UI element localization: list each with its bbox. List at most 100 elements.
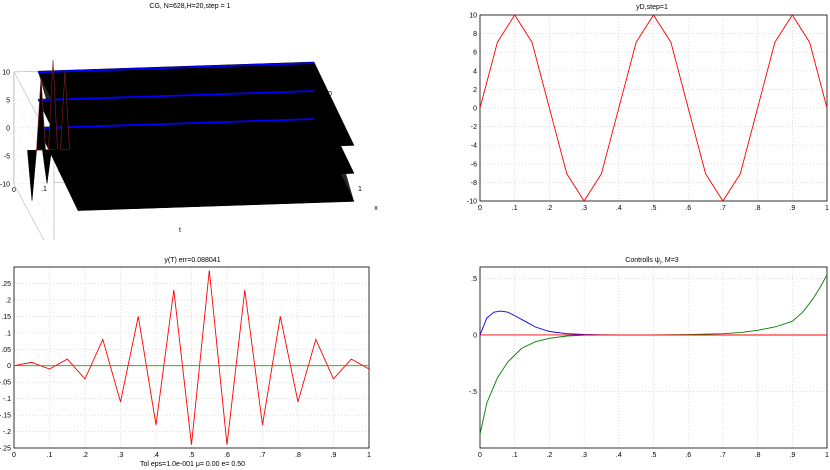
x-tick-label: .1: [47, 452, 53, 459]
yd-chart: 0 .1 .2 .3 .4 .5 .6 .7 .8 .9 1 -10 -8 -6 -4 -2 0 2 4 6 8 10: [467, 13, 829, 213]
x-tick-label: 1: [367, 452, 371, 459]
y-tick-label: 8: [473, 31, 477, 38]
x-tick-label: 1: [825, 452, 829, 459]
surface-spike: [54, 148, 64, 172]
controls-title: Controlls ψi, M=3: [477, 257, 827, 266]
x-tick-label: .4: [153, 452, 159, 459]
surface-body: [38, 62, 354, 211]
plot-frame: [479, 266, 828, 449]
t-tick-label: .2: [71, 185, 77, 192]
surface-spike: [27, 149, 37, 201]
y-tick-label: -10: [467, 199, 477, 206]
x-tick-label: 0: [12, 452, 16, 459]
y-tick-label: -2: [471, 124, 477, 131]
plot-frame: [13, 266, 370, 449]
surface-spike: [42, 149, 52, 184]
series-line: [479, 310, 827, 336]
y-tick-label: -8: [471, 180, 477, 187]
wall-grid: [13, 155, 55, 232]
x-tick-label: .5: [189, 452, 195, 459]
x-tick-label: 1: [358, 186, 362, 193]
x-tick-label: .2: [546, 205, 552, 212]
x-tick-label: .8: [755, 452, 761, 459]
controls-title-sub: i: [659, 260, 661, 267]
controls-title-psi: ψ: [654, 257, 660, 264]
x-tick-label: .2: [546, 452, 552, 459]
x-axis-label: x: [374, 205, 378, 212]
controls-title-tail: , M=3: [661, 257, 679, 264]
y-tick-label: -.2: [3, 429, 11, 436]
yt-chart: 0 .1 .2 .3 .4 .5 .6 .7 .8 .9 1 -.25 -.2 -.15 -.1 -.05 0.…: [0, 266, 371, 459]
surface-spike: [60, 70, 70, 150]
z-tick-label: 0: [6, 126, 10, 133]
x-tick-label: .7: [260, 452, 266, 459]
series-line: [479, 14, 828, 202]
y-tick-label: 10: [469, 13, 477, 20]
y-tick-label: 0: [473, 332, 477, 339]
t-axis-label: t: [179, 227, 181, 234]
yt-title: y(T) err=0.088041: [164, 257, 221, 264]
x-tick-label: .9: [331, 452, 337, 459]
y-tick-label: -.15: [0, 413, 11, 420]
x-tick-label: .3: [581, 452, 587, 459]
x-tick-label: 0: [478, 205, 482, 212]
t-tick-label: .5: [161, 182, 167, 189]
controls-chart: 0 .1 .2 .3 .4 .5 .6 .7 .8 .9 1 -.5 0 .5: [469, 266, 829, 459]
y-tick-label: .5: [471, 276, 477, 283]
x-tick-label: 0: [478, 452, 482, 459]
x-tick-label: 1: [825, 205, 829, 212]
x-tick-label: .5: [651, 452, 657, 459]
x-tick-label: .2: [82, 452, 88, 459]
wall-grid: [13, 183, 45, 240]
y-tick-label: 0: [7, 363, 11, 370]
x-tick-label: .8: [755, 205, 761, 212]
y-tick-label: 0: [473, 106, 477, 113]
y-tick-label: .15: [1, 314, 11, 321]
z-tick-label: 10: [2, 70, 10, 77]
y-tick-label: -.05: [0, 380, 11, 387]
surface-edge-top: [37, 118, 315, 130]
x-tick-label: .3: [118, 452, 124, 459]
t-tick-label: .4: [131, 183, 137, 190]
tolerance-footer: Tol eps=1.0e-001 μ= 0.00 e= 0.50: [139, 461, 246, 468]
y-tick-label: -.25: [0, 446, 11, 453]
surface-spike: [36, 77, 46, 151]
t-tick-label: .3: [101, 184, 107, 191]
y-tick-label: 2: [473, 87, 477, 94]
wall-grid: [13, 71, 55, 148]
x-tick-label: .5: [651, 205, 657, 212]
x-tick-label: .6: [685, 205, 691, 212]
y-tick-label: 4: [473, 68, 477, 75]
yd-title: yD,step=1: [636, 4, 668, 11]
z-tick-label: 5: [6, 98, 10, 105]
x-tick-label: .4: [616, 205, 622, 212]
y-tick-label: .25: [1, 281, 11, 288]
y-tick-label: -4: [471, 143, 477, 150]
y-tick-label: -.1: [3, 396, 11, 403]
t-tick-label: .7: [221, 180, 227, 187]
x-tick-label: .1: [512, 452, 518, 459]
x-tick-label: .9: [789, 452, 795, 459]
z-tick-label: -5: [4, 154, 10, 161]
x-tick-label: .4: [616, 452, 622, 459]
x-tick-label: .1: [512, 205, 518, 212]
t-tick-label: .8: [251, 179, 257, 186]
x-tick-label: .9: [789, 205, 795, 212]
x-tick-label: .7: [720, 452, 726, 459]
t-tick-label: .1: [41, 186, 47, 193]
x-tick-label: .3: [581, 205, 587, 212]
y-tick-label: .2: [5, 297, 11, 304]
surface-edge-top: [37, 62, 315, 74]
y-tick-label: -6: [471, 161, 477, 168]
y-tick-label: .05: [1, 347, 11, 354]
y-tick-label: -.5: [469, 389, 477, 396]
x-tick-label: .7: [720, 205, 726, 212]
x-tick-label: .6: [224, 452, 230, 459]
z-tick-label: -10: [0, 182, 10, 189]
x-tick-label: .6: [685, 452, 691, 459]
controls-title-text: Controlls: [625, 257, 655, 264]
y-tick-label: 6: [473, 50, 477, 57]
t-tick-label: 1: [312, 177, 316, 184]
surface-title: CG, N=628,H=20,step = 1: [149, 3, 231, 10]
